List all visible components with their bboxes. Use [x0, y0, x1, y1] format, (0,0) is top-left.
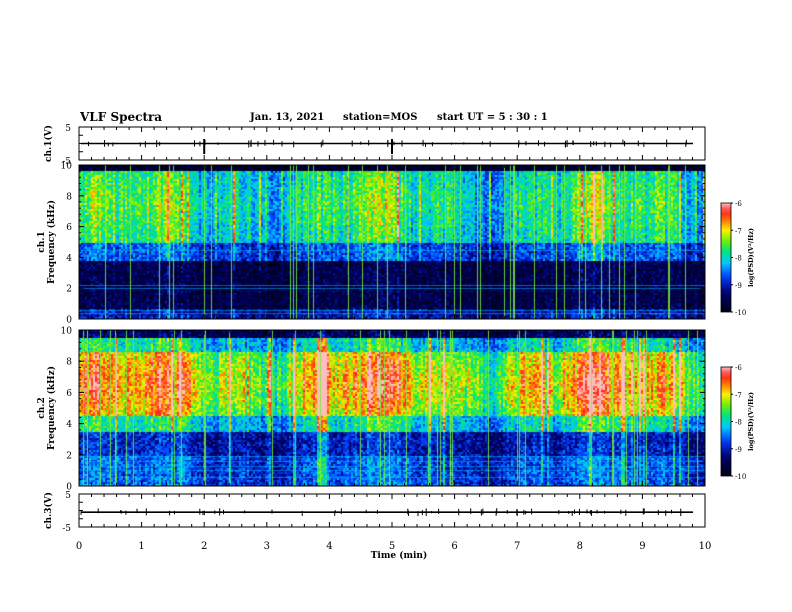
y-tick-label: 2: [66, 451, 72, 461]
colorbar-label: log(PSD)(V²/Hz): [747, 392, 755, 451]
colorbar-tick-label: -7: [735, 391, 742, 399]
x-axis-label: Time (min): [371, 550, 428, 561]
colorbar-tick-label: -8: [735, 255, 742, 263]
y-tick-label: 4: [66, 420, 72, 430]
y-axis-label: ch.3(V): [43, 492, 54, 529]
colorbar-tick-label: -9: [735, 446, 742, 454]
colorbar: [720, 202, 732, 313]
colorbar-tick-label: -6: [735, 364, 742, 372]
chart-title: VLF Spectra: [80, 110, 163, 124]
ch1-spectrogram-image: [79, 165, 705, 319]
x-tick-label: 3: [264, 541, 270, 552]
colorbar-tick-label: -10: [735, 473, 746, 481]
x-tick-label: 0: [76, 541, 82, 552]
colorbar-tick-label: -6: [735, 200, 742, 208]
y-tick-label: 2: [66, 285, 72, 295]
channel-label: ch.2: [37, 397, 47, 418]
x-tick-label: 9: [639, 541, 645, 552]
y-tick-label: 8: [66, 192, 72, 202]
y-tick-label: 8: [66, 358, 72, 368]
colorbar: [720, 366, 732, 477]
y-tick-label: -5: [62, 524, 71, 534]
x-tick-label: 5: [389, 541, 395, 552]
y-tick-label: 6: [66, 223, 72, 233]
y-tick-label: 10: [61, 162, 73, 172]
x-tick-label: 6: [451, 541, 457, 552]
y-tick-label: 4: [66, 254, 72, 264]
x-tick-label: 8: [577, 541, 583, 552]
colorbar-tick-label: -10: [735, 309, 746, 317]
x-tick-label: 2: [201, 541, 207, 552]
colorbar-tick-label: -7: [735, 227, 742, 235]
x-tick-label: 10: [699, 541, 712, 552]
start-time-label: start UT = 5 : 30 : 1: [437, 112, 548, 123]
y-axis-label: Frequency (kHz): [46, 200, 57, 284]
y-tick-label: 0: [66, 483, 72, 493]
date-label: Jan. 13, 2021: [250, 112, 325, 123]
y-axis-label: Frequency (kHz): [46, 366, 57, 450]
ch2-spectrogram-image: [79, 330, 705, 486]
colorbar-label: log(PSD)(V²/Hz): [747, 228, 755, 287]
y-axis-label: ch.1(V): [43, 125, 54, 162]
colorbar-tick-label: -8: [735, 419, 742, 427]
channel-label: ch.1: [37, 231, 47, 252]
x-tick-label: 1: [138, 541, 144, 552]
y-tick-label: -5: [62, 157, 71, 167]
y-tick-label: 6: [66, 389, 72, 399]
y-tick-label: 5: [65, 491, 71, 501]
colorbar-tick-label: -9: [735, 282, 742, 290]
x-tick-label: 4: [326, 541, 332, 552]
y-tick-label: 10: [61, 327, 73, 337]
y-tick-label: 0: [66, 316, 72, 326]
x-tick-label: 7: [514, 541, 520, 552]
y-tick-label: 5: [65, 124, 71, 134]
station-label: station=MOS: [343, 112, 418, 123]
